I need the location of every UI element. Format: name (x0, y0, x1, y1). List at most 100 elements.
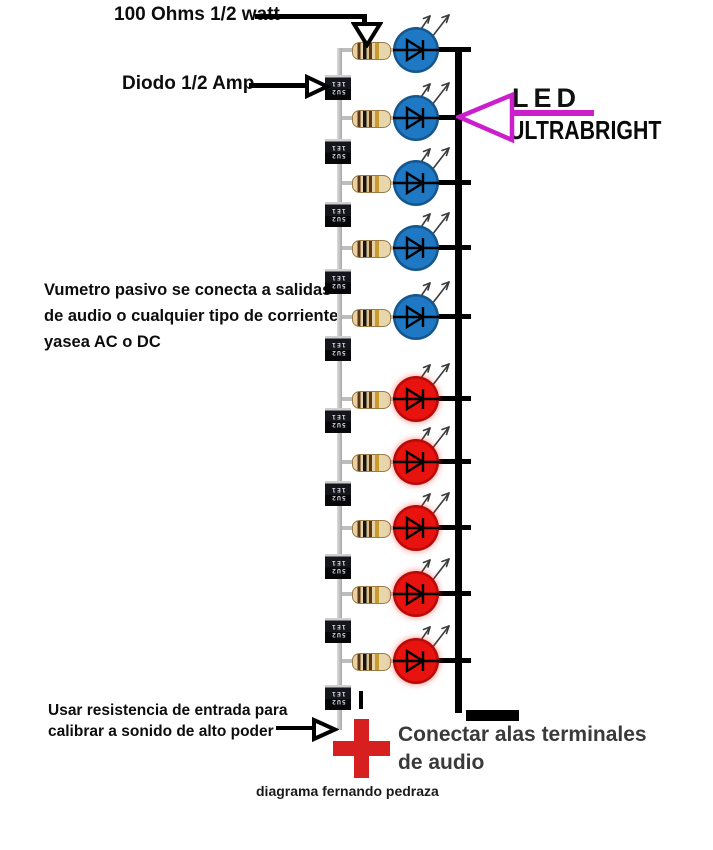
positive-lead-tick (359, 691, 363, 709)
led-symbol-icon (393, 449, 439, 475)
resistor-value-label: 100 Ohms 1/2 watt (114, 4, 280, 25)
calibration-pointer-line (276, 726, 314, 730)
diode-marking: 5U2 1E1 (330, 144, 346, 161)
led-red (393, 439, 439, 485)
junction-wire (340, 48, 354, 52)
led-symbol-icon (393, 304, 439, 330)
diode-marking: 5U2 1E1 (330, 623, 346, 640)
diode-marking: 5U2 1E1 (330, 80, 346, 97)
diode-type-label: Diodo 1/2 Amp (122, 73, 255, 94)
minus-terminal-icon (466, 710, 519, 721)
diode-marking: 5U2 1E1 (330, 690, 346, 707)
connect-line: Conectar alas terminales (398, 723, 647, 746)
led-symbol-icon (393, 648, 439, 674)
diode-marking: 5U2 1E1 (330, 274, 346, 291)
diode-marking: 5U2 1E1 (330, 207, 346, 224)
resistor-lead-wire (388, 397, 396, 401)
led-symbol-icon (393, 37, 439, 63)
led-blue (393, 294, 439, 340)
resistor-lead-wire (388, 526, 396, 530)
description-line: Vumetro pasivo se conecta a salidas (44, 281, 332, 299)
cathode-wire (436, 245, 471, 250)
description-line: yasea AC o DC (44, 333, 161, 351)
resistor (352, 653, 391, 671)
light-emission-arrows-icon (416, 625, 450, 649)
plus-terminal-icon (333, 741, 390, 756)
description-line: de audio o cualquier tipo de corriente (44, 307, 339, 325)
led-blue (393, 225, 439, 271)
resistor-lead-wire (388, 246, 396, 250)
resistor (352, 586, 391, 604)
series-diode: 5U2 1E1 (325, 554, 351, 579)
resistor-lead-wire (388, 181, 396, 185)
led-blue (393, 160, 439, 206)
cathode-wire (436, 47, 471, 52)
junction-wire (340, 181, 354, 185)
cathode-wire (436, 396, 471, 401)
arrow-right-icon (312, 717, 339, 742)
series-diode: 5U2 1E1 (325, 618, 351, 643)
resistor (352, 240, 391, 258)
junction-wire (340, 592, 354, 596)
resistor (352, 454, 391, 472)
cathode-wire (436, 180, 471, 185)
junction-wire (340, 246, 354, 250)
resistor-lead-wire (388, 659, 396, 663)
connect-line: de audio (398, 751, 485, 774)
junction-wire (340, 526, 354, 530)
resistor (352, 110, 391, 128)
led-callout-subtitle: ULTRABRIGHT (509, 115, 662, 145)
led-red (393, 638, 439, 684)
series-diode: 5U2 1E1 (325, 269, 351, 294)
led-symbol-icon (393, 105, 439, 131)
arrow-down-icon (351, 22, 383, 48)
led-blue (393, 95, 439, 141)
cathode-wire (436, 525, 471, 530)
return-bus-wire (455, 47, 462, 713)
input-rail-wire (337, 48, 342, 730)
resistor (352, 42, 391, 60)
cathode-wire (436, 658, 471, 663)
calibration-line: Usar resistencia de entrada para (48, 702, 288, 719)
resistor (352, 175, 391, 193)
resistor-lead-wire (388, 48, 396, 52)
led-symbol-icon (393, 386, 439, 412)
led-red (393, 571, 439, 617)
series-diode: 5U2 1E1 (325, 139, 351, 164)
junction-wire (340, 659, 354, 663)
led-callout-underline (504, 110, 594, 116)
junction-wire (340, 397, 354, 401)
resistor-pointer-elbow (362, 14, 367, 26)
resistor (352, 309, 391, 327)
series-diode: 5U2 1E1 (325, 336, 351, 361)
arrow-right-icon (305, 74, 331, 99)
credit-label: diagrama fernando pedraza (256, 783, 439, 799)
series-diode: 5U2 1E1 (325, 408, 351, 433)
led-symbol-icon (393, 235, 439, 261)
resistor-lead-wire (388, 592, 396, 596)
led-callout-title: LED (512, 83, 581, 113)
series-diode: 5U2 1E1 (325, 202, 351, 227)
cathode-wire (436, 591, 471, 596)
light-emission-arrows-icon (416, 147, 450, 171)
junction-wire (340, 460, 354, 464)
led-symbol-icon (393, 515, 439, 541)
series-diode: 5U2 1E1 (325, 685, 351, 710)
diode-marking: 5U2 1E1 (330, 413, 346, 430)
diode-marking: 5U2 1E1 (330, 559, 346, 576)
calibration-line: calibrar a sonido de alto poder (48, 723, 274, 740)
diode-pointer-line (249, 83, 307, 88)
led-red (393, 505, 439, 551)
junction-wire (340, 315, 354, 319)
resistor-pointer-line (255, 14, 367, 19)
cathode-wire (436, 459, 471, 464)
arrow-left-icon (456, 92, 515, 144)
series-diode: 5U2 1E1 (325, 481, 351, 506)
resistor-lead-wire (388, 460, 396, 464)
led-symbol-icon (393, 581, 439, 607)
led-red (393, 376, 439, 422)
cathode-wire (436, 115, 471, 120)
diode-marking: 5U2 1E1 (330, 341, 346, 358)
resistor-lead-wire (388, 315, 396, 319)
